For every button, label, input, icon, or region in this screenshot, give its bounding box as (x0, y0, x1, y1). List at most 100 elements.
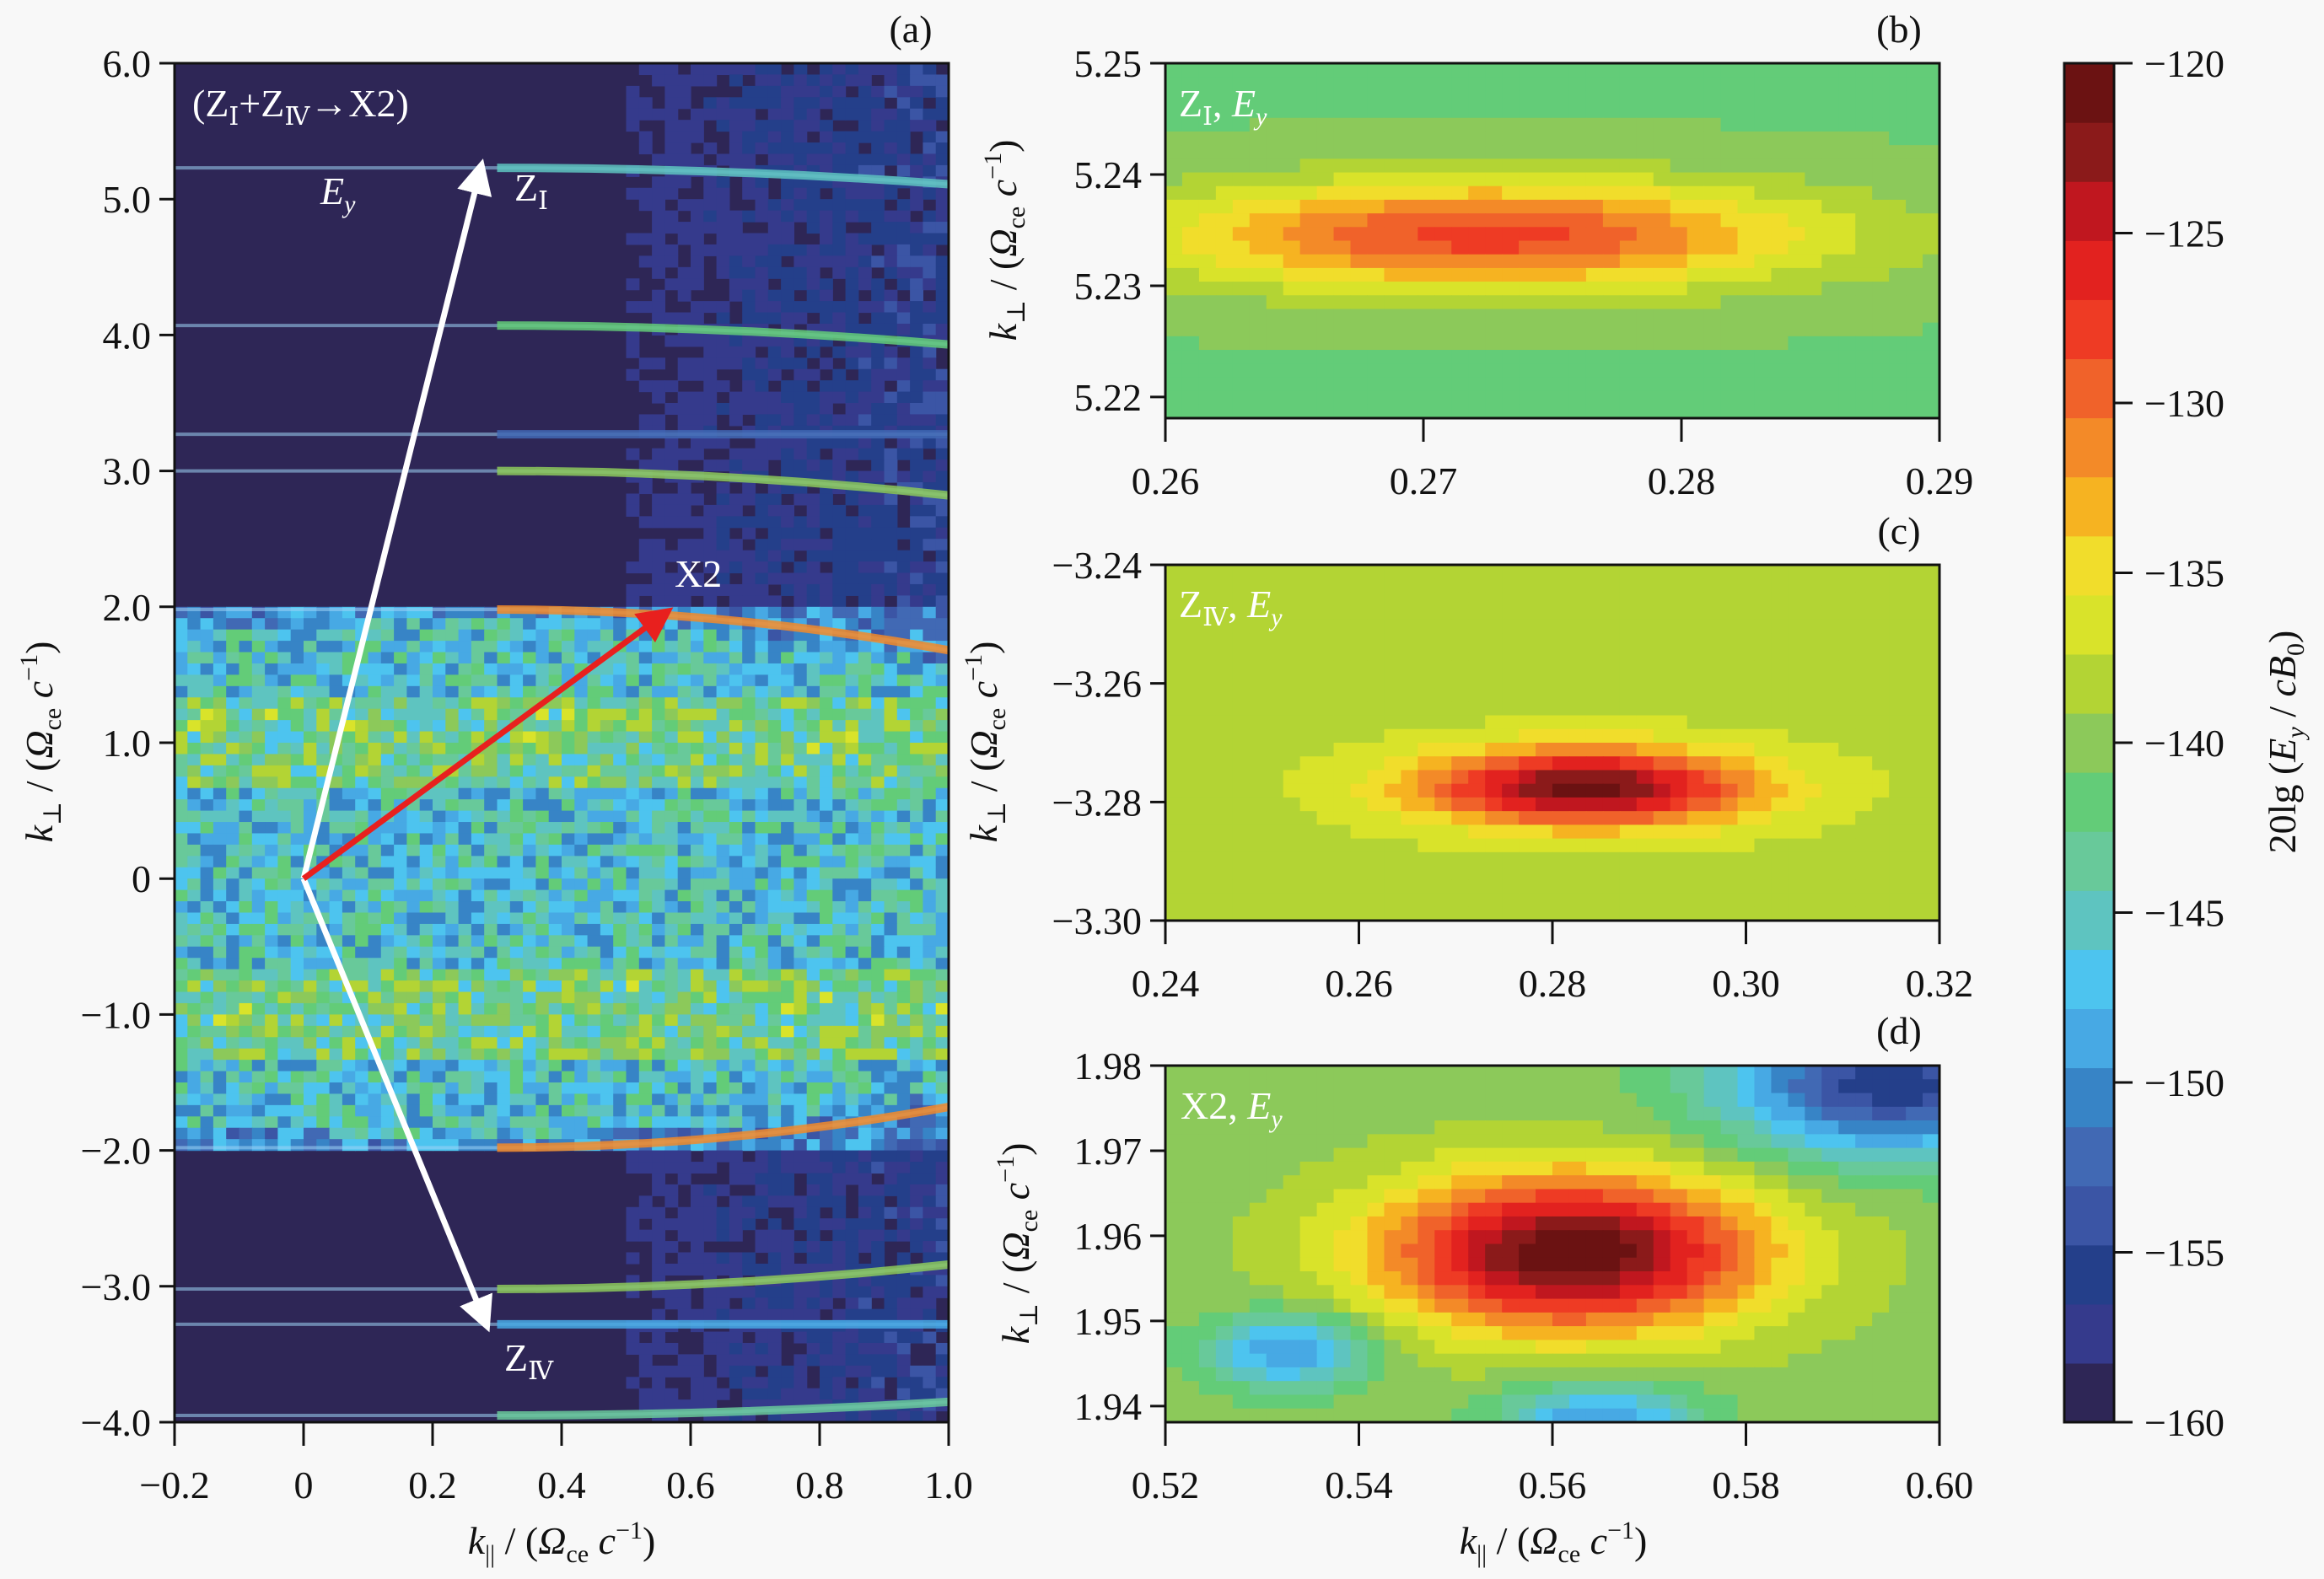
heatmap-cell (458, 980, 472, 993)
heatmap-cell (1872, 213, 1890, 228)
heatmap-cell (664, 844, 679, 857)
heatmap-cell (380, 776, 395, 789)
heatmap-cell (406, 1116, 421, 1129)
heatmap-cell (265, 1104, 278, 1117)
heatmap-cell (767, 550, 782, 562)
heatmap-cell (691, 969, 704, 981)
heatmap-cell (935, 878, 949, 891)
heatmap-cell (716, 346, 730, 358)
heatmap-cell (781, 1377, 794, 1389)
heatmap-cell (910, 618, 923, 631)
heatmap-cell (896, 708, 911, 721)
ylabel-omega: Ω (18, 730, 61, 758)
heatmap-cell (368, 969, 382, 981)
heatmap-cell (1384, 104, 1401, 119)
heatmap-cell (755, 583, 769, 596)
heatmap-cell (380, 685, 395, 698)
heatmap-cell (781, 1048, 794, 1061)
heatmap-cell (290, 697, 304, 710)
heatmap-cell (884, 312, 898, 325)
heatmap-cell (742, 743, 756, 755)
heatmap-cell (832, 674, 847, 687)
heatmap-cell (626, 923, 640, 936)
heatmap-cell (355, 867, 369, 879)
heatmap-cell (677, 448, 691, 460)
heatmap-cell (562, 754, 575, 766)
heatmap-cell (781, 754, 794, 766)
heatmap-cell (742, 1082, 756, 1095)
heatmap-cell (729, 504, 743, 517)
heatmap-cell (458, 946, 472, 959)
heatmap-cell (742, 1048, 756, 1061)
heatmap-cell (509, 889, 524, 902)
heatmap-cell (793, 1048, 808, 1061)
heatmap-cell (832, 539, 847, 551)
heatmap-cell (1401, 131, 1418, 146)
heatmap-cell (509, 765, 524, 777)
heatmap-cell (613, 1093, 627, 1106)
heatmap-cell (497, 708, 511, 721)
heatmap-cell (419, 641, 433, 653)
heatmap-cell (767, 153, 782, 166)
heatmap-cell (600, 878, 614, 891)
heatmap-cell (1502, 77, 1520, 91)
heatmap-cell (781, 1308, 794, 1321)
heatmap-cell (884, 583, 898, 596)
heatmap-cell (871, 437, 885, 449)
heatmap-cell (1720, 104, 1739, 119)
heatmap-cell (638, 641, 653, 653)
heatmap-cell (523, 641, 536, 653)
heatmap-cell (200, 889, 214, 902)
heatmap-cell (742, 187, 756, 200)
heatmap-cell (729, 1139, 743, 1152)
heatmap-cell (316, 980, 331, 993)
heatmap-cell (355, 743, 369, 755)
heatmap-cell (691, 1002, 704, 1015)
heatmap-cell (703, 935, 718, 948)
heatmap-cell (548, 1025, 562, 1038)
heatmap-cell (820, 799, 833, 812)
heatmap-cell (613, 867, 627, 879)
heatmap-cell (910, 312, 923, 325)
heatmap-cell (187, 1116, 202, 1129)
heatmap-cell (548, 754, 562, 766)
heatmap-cell (703, 357, 718, 370)
heatmap-cell (767, 1286, 782, 1298)
heatmap-cell (716, 878, 730, 891)
heatmap-cell (677, 1093, 691, 1106)
heatmap-cell (251, 799, 266, 812)
heatmap-cell (677, 176, 691, 189)
heatmap-cell (858, 901, 872, 914)
heatmap-cell (729, 595, 743, 608)
heatmap-cell (781, 720, 794, 733)
heatmap-cell (923, 561, 937, 574)
heatmap-cell (755, 1331, 769, 1344)
heatmap-cell (652, 595, 665, 608)
heatmap-cell (1720, 77, 1739, 91)
heatmap-cell (806, 822, 820, 835)
heatmap-cell (548, 1093, 562, 1106)
heatmap-cell (884, 1410, 898, 1422)
heatmap-cell (587, 618, 601, 631)
heatmap-cell (523, 856, 536, 868)
heatmap-cell (1468, 63, 1486, 78)
heatmap-cell (896, 1184, 911, 1196)
heatmap-cell (626, 346, 640, 358)
heatmap-cell (1434, 104, 1452, 119)
heatmap-cell (1636, 77, 1654, 91)
heatmap-cell (806, 606, 820, 619)
heatmap-cell (896, 142, 911, 155)
heatmap-cell (1283, 213, 1301, 228)
heatmap-cell (806, 652, 820, 664)
heatmap-cell (677, 1297, 691, 1310)
heatmap-cell (587, 833, 601, 846)
heatmap-cell (703, 1195, 718, 1208)
heatmap-cell (935, 652, 949, 664)
heatmap-cell (871, 731, 885, 744)
heatmap-cell (548, 1127, 562, 1140)
heatmap-cell (212, 765, 227, 777)
heatmap-cell (729, 448, 743, 460)
heatmap-cell (664, 685, 679, 698)
heatmap-cell (1519, 90, 1536, 105)
heatmap-cell (703, 550, 718, 562)
